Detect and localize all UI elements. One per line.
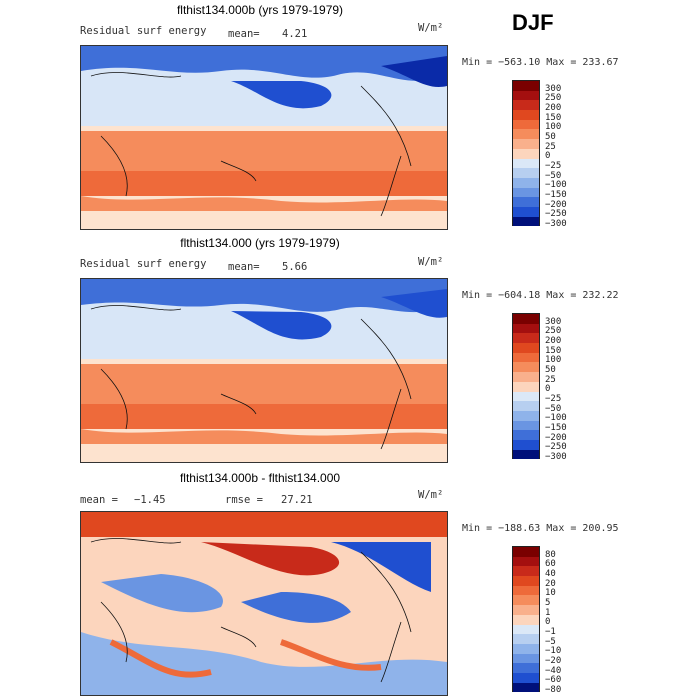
panel1-tick: −100 <box>545 180 567 190</box>
panel2-tick: 0 <box>545 384 551 394</box>
panel3-units: W/m² <box>418 489 444 501</box>
panel1-tick: −50 <box>545 171 562 181</box>
panel3-tick: 1 <box>545 608 551 618</box>
panel3-mean-value: −1.45 <box>134 494 166 506</box>
panel1-tick: −300 <box>545 219 567 229</box>
panel2-mean-value: 5.66 <box>282 261 308 273</box>
panel3-map <box>80 511 448 696</box>
panel1-tick: 100 <box>545 122 562 132</box>
panel3-map-svg <box>81 512 447 695</box>
panel1-tick: −25 <box>545 161 562 171</box>
panel1-tick: −150 <box>545 190 567 200</box>
panel1-tick: 200 <box>545 103 562 113</box>
panel1-variable: Residual surf energy <box>80 25 207 37</box>
panel2-tick: −50 <box>545 404 562 414</box>
panel1-map <box>80 45 448 230</box>
panel2-tick: −250 <box>545 442 567 452</box>
panel1-mean-label: mean= <box>228 28 260 40</box>
panel3-rmse-label: rmse = <box>225 494 263 506</box>
panel1-tick: 50 <box>545 132 556 142</box>
panel2-minmax: Min = −604.18 Max = 232.22 <box>462 290 619 301</box>
panel3-tick: −20 <box>545 656 562 666</box>
panel2-tick: 150 <box>545 346 562 356</box>
panel2-tick: 25 <box>545 375 556 385</box>
panel2-tick: −300 <box>545 452 567 462</box>
panel1-mean-value: 4.21 <box>282 28 308 40</box>
panel2-variable: Residual surf energy <box>80 258 207 270</box>
panel3-tick: −80 <box>545 685 562 695</box>
panel3-tick: −10 <box>545 646 562 656</box>
panel3-tick: 60 <box>545 559 556 569</box>
panel2-tick: 200 <box>545 336 562 346</box>
panel2-tick: −25 <box>545 394 562 404</box>
panel1-tick: 0 <box>545 151 551 161</box>
panel3-mean-label: mean = <box>80 494 118 506</box>
panel2-tick: −200 <box>545 433 567 443</box>
panel2-tick: −150 <box>545 423 567 433</box>
panel2-colorbar <box>512 313 540 460</box>
panel3-tick: −5 <box>545 637 556 647</box>
panel2-tick: 300 <box>545 317 562 327</box>
panel2-tick: 250 <box>545 326 562 336</box>
panel2-map <box>80 278 448 463</box>
panel2-tick: 50 <box>545 365 556 375</box>
panel1-tick: −250 <box>545 209 567 219</box>
panel3-colorbar <box>512 546 540 693</box>
panel1-minmax: Min = −563.10 Max = 233.67 <box>462 57 619 68</box>
panel3-rmse-value: 27.21 <box>281 494 313 506</box>
panel3-tick: 80 <box>545 550 556 560</box>
panel3-title: flthist134.000b - flthist134.000 <box>179 471 341 485</box>
panel2-tick: 100 <box>545 355 562 365</box>
panel3-tick: −60 <box>545 675 562 685</box>
season-label: DJF <box>512 10 554 35</box>
panel2-map-svg <box>81 279 447 462</box>
panel1-tick: 300 <box>545 84 562 94</box>
panel2-units: W/m² <box>418 256 444 268</box>
panel3-tick: 5 <box>545 598 551 608</box>
panel1-tick: 250 <box>545 93 562 103</box>
panel3-tick: −1 <box>545 627 556 637</box>
panel3-tick: 40 <box>545 569 556 579</box>
panel1-tick: 25 <box>545 142 556 152</box>
panel3-tick: −40 <box>545 666 562 676</box>
panel1-tick: −200 <box>545 200 567 210</box>
panel3-tick: 10 <box>545 588 556 598</box>
panel1-map-svg <box>81 46 447 229</box>
panel2-title: flthist134.000 (yrs 1979-1979) <box>180 236 340 250</box>
panel2-mean-label: mean= <box>228 261 260 273</box>
panel1-units: W/m² <box>418 22 444 34</box>
panel1-tick: 150 <box>545 113 562 123</box>
panel2-tick: −100 <box>545 413 567 423</box>
panel1-colorbar <box>512 80 540 227</box>
panel3-tick: 20 <box>545 579 556 589</box>
panel3-minmax: Min = −188.63 Max = 200.95 <box>462 523 619 534</box>
panel3-tick: 0 <box>545 617 551 627</box>
panel1-title: flthist134.000b (yrs 1979-1979) <box>176 3 344 17</box>
